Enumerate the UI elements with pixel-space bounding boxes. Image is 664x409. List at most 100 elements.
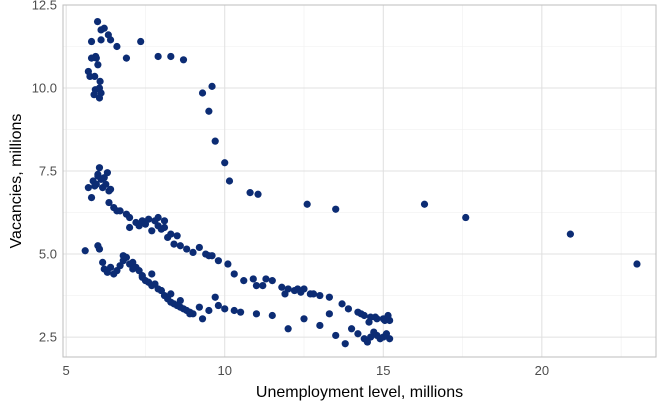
data-point	[160, 223, 169, 232]
data-point	[119, 252, 127, 260]
data-point	[332, 331, 340, 340]
data-point	[354, 330, 362, 338]
data-point	[167, 52, 175, 61]
data-point	[125, 213, 134, 222]
data-point	[341, 340, 349, 348]
data-point	[189, 248, 197, 256]
data-point	[268, 311, 276, 320]
x-axis-title: Unemployment level, millions	[256, 384, 463, 401]
data-point	[129, 265, 137, 273]
data-point	[106, 185, 115, 193]
data-point	[205, 107, 213, 115]
data-point	[176, 296, 184, 305]
data-point	[167, 290, 175, 298]
data-point	[102, 180, 110, 188]
data-point	[141, 220, 150, 228]
data-point	[91, 72, 99, 80]
data-point	[325, 293, 333, 301]
data-point	[208, 82, 216, 90]
data-point	[236, 308, 245, 316]
data-point	[93, 18, 102, 26]
y-axis-tick-labels: 2.5 5.0 7.5 10.0 12.5	[32, 0, 57, 345]
data-point	[113, 42, 121, 51]
data-point	[157, 286, 165, 295]
data-point	[462, 213, 470, 222]
data-point	[246, 189, 254, 197]
data-point	[278, 283, 286, 291]
data-point	[84, 184, 92, 192]
data-point	[332, 205, 340, 213]
data-point	[95, 164, 104, 172]
data-point	[371, 313, 379, 321]
data-point	[195, 243, 203, 252]
data-point	[357, 310, 365, 318]
x-tick-label: 15	[376, 363, 390, 378]
data-point	[306, 290, 314, 298]
data-point	[230, 270, 238, 278]
data-point	[205, 252, 213, 260]
data-point	[268, 277, 276, 285]
data-point	[95, 94, 104, 102]
data-point	[198, 89, 207, 97]
data-points	[81, 18, 641, 348]
data-point	[138, 273, 146, 281]
data-point	[167, 230, 175, 238]
x-tick-label: 5	[63, 363, 70, 378]
data-point	[116, 207, 124, 215]
data-point	[97, 26, 105, 34]
y-tick-label: 12.5	[32, 0, 57, 13]
data-point	[259, 282, 267, 290]
plot-panel-border	[62, 4, 657, 358]
data-point	[96, 77, 104, 85]
data-point	[186, 310, 194, 318]
data-point	[205, 306, 213, 315]
data-point	[176, 242, 184, 250]
data-point	[183, 245, 191, 253]
data-point	[90, 91, 98, 99]
data-point	[94, 170, 102, 178]
data-point	[252, 310, 261, 318]
major-gridlines	[63, 4, 656, 357]
data-point	[262, 275, 270, 283]
data-point	[97, 36, 105, 44]
x-axis-tick-labels: 5 10 15 20	[63, 363, 550, 378]
data-point	[221, 159, 229, 167]
data-point	[284, 325, 292, 333]
data-point	[316, 291, 324, 300]
data-point	[105, 198, 113, 207]
data-point	[420, 200, 429, 208]
data-point	[135, 222, 143, 230]
data-point	[300, 315, 308, 323]
data-point	[154, 52, 162, 61]
data-point	[99, 258, 107, 266]
data-point	[303, 200, 311, 208]
data-point	[347, 325, 356, 333]
y-axis-title: Vacancies, millions	[8, 114, 25, 249]
data-point	[91, 182, 99, 190]
data-point	[294, 285, 302, 293]
data-point	[214, 301, 222, 310]
data-point	[148, 270, 156, 278]
data-point	[154, 213, 162, 222]
data-point	[195, 303, 203, 311]
data-point	[87, 54, 96, 62]
data-point	[344, 305, 353, 313]
data-point	[87, 194, 96, 202]
data-point	[125, 223, 134, 232]
data-point	[211, 293, 219, 301]
data-point	[173, 232, 181, 240]
data-point	[137, 37, 145, 46]
y-tick-label: 2.5	[39, 330, 57, 345]
data-point	[103, 169, 111, 177]
data-point	[198, 315, 207, 323]
x-tick-label: 20	[535, 363, 549, 378]
data-point	[254, 190, 262, 198]
data-point	[384, 311, 392, 320]
x-tick-label: 10	[217, 363, 231, 378]
data-point	[316, 321, 324, 330]
data-point	[240, 277, 248, 285]
data-point	[211, 137, 219, 145]
data-point	[365, 318, 373, 326]
data-point	[338, 300, 346, 308]
data-point	[106, 36, 115, 44]
